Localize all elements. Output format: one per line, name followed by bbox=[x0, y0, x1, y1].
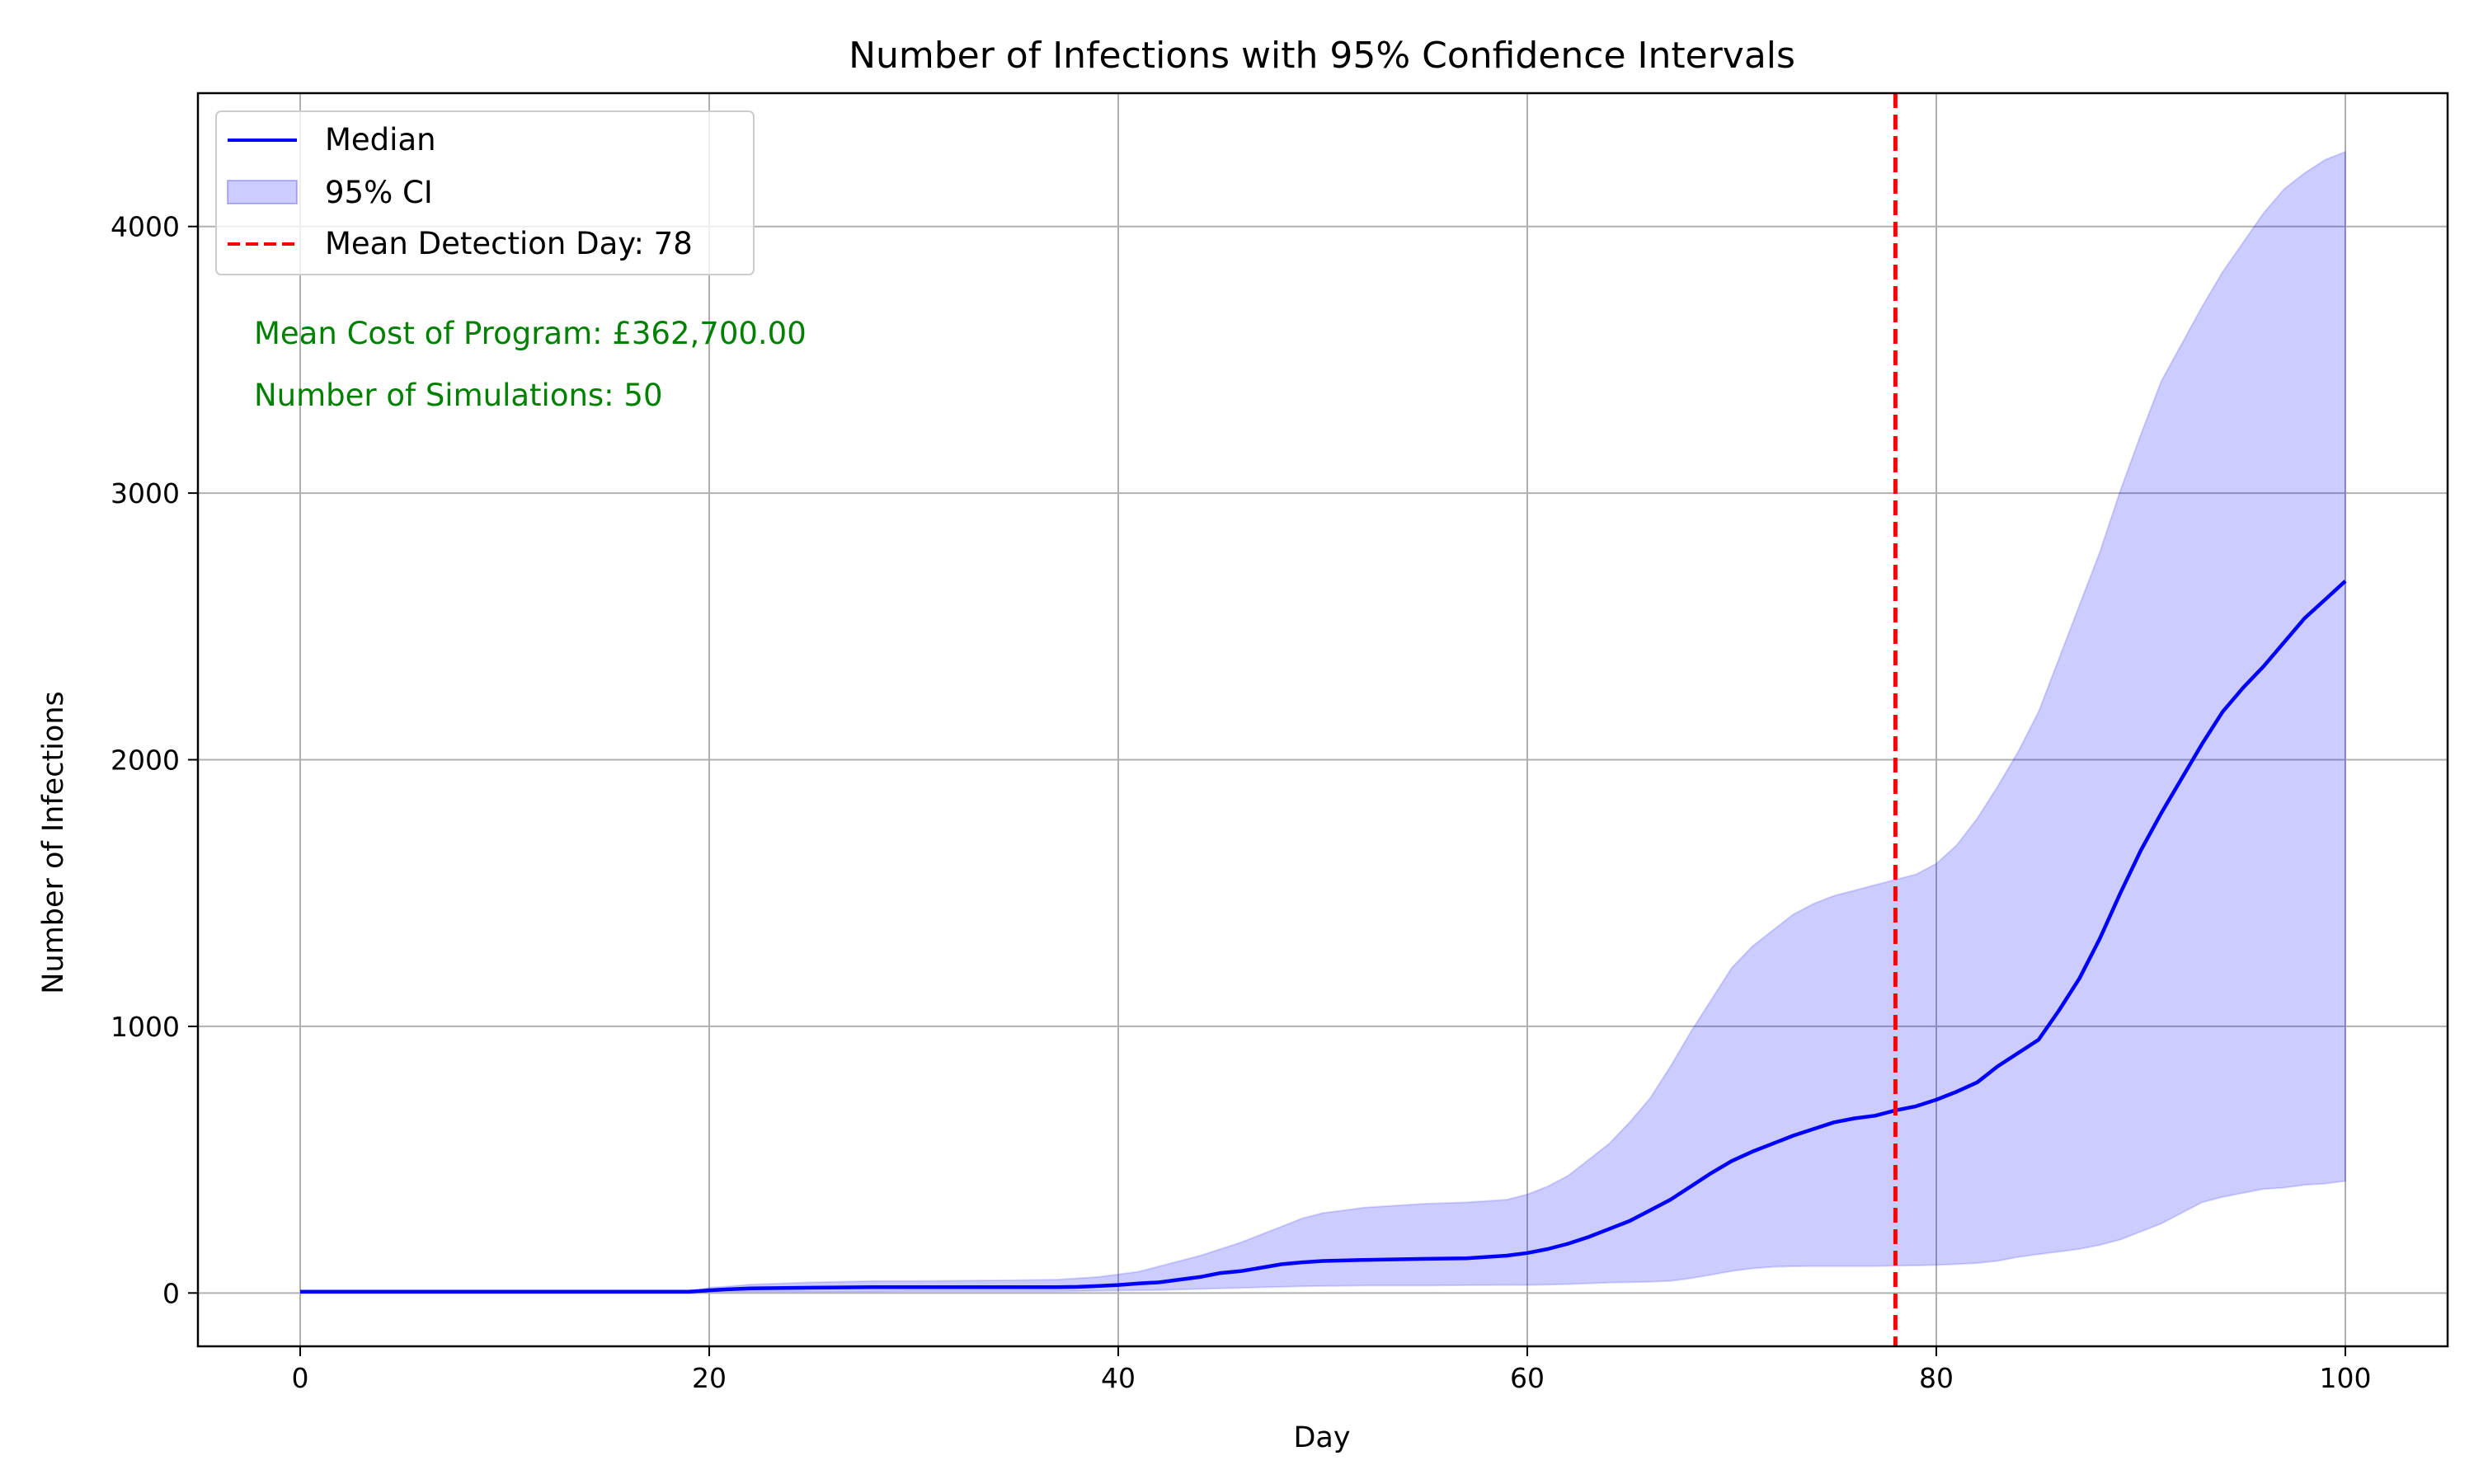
ci-band-layer bbox=[300, 150, 2346, 1293]
x-tick-label: 60 bbox=[1510, 1362, 1545, 1394]
legend-swatch-ci bbox=[227, 180, 298, 204]
plot-frame bbox=[196, 92, 2449, 1348]
chart-title: Number of Infections with 95% Confidence… bbox=[849, 35, 1795, 77]
x-tick-label: 0 bbox=[292, 1362, 309, 1394]
y-tick-label: 2000 bbox=[111, 744, 180, 777]
y-tick-label: 0 bbox=[162, 1277, 180, 1309]
median-line-layer bbox=[300, 580, 2347, 1294]
legend: Median 95% CI Mean Detection Day: 78 bbox=[215, 110, 755, 275]
legend-label-median: Median bbox=[325, 122, 436, 157]
x-tick-label: 100 bbox=[2320, 1362, 2372, 1394]
ci-band bbox=[300, 150, 2346, 1293]
legend-box bbox=[215, 110, 755, 275]
x-tick-label: 40 bbox=[1101, 1362, 1136, 1394]
annotation-mean-cost: Mean Cost of Program: £362,700.00 bbox=[254, 316, 807, 351]
annotations: Mean Cost of Program: £362,700.00 Number… bbox=[254, 316, 807, 413]
y-tick-label: 3000 bbox=[111, 477, 180, 510]
grid-lines bbox=[198, 93, 2448, 1346]
legend-label-ci: 95% CI bbox=[325, 175, 433, 210]
x-tick-label: 80 bbox=[1919, 1362, 1954, 1394]
y-axis-title: Number of Infections bbox=[37, 691, 70, 993]
median-line bbox=[300, 580, 2347, 1294]
annotation-num-simulations: Number of Simulations: 50 bbox=[254, 378, 663, 413]
legend-label-detection: Mean Detection Day: 78 bbox=[325, 226, 693, 261]
y-tick-label: 1000 bbox=[111, 1011, 180, 1043]
y-tick-label: 4000 bbox=[111, 211, 180, 243]
x-axis-title: Day bbox=[1293, 1421, 1350, 1454]
x-tick-label: 20 bbox=[692, 1362, 727, 1394]
